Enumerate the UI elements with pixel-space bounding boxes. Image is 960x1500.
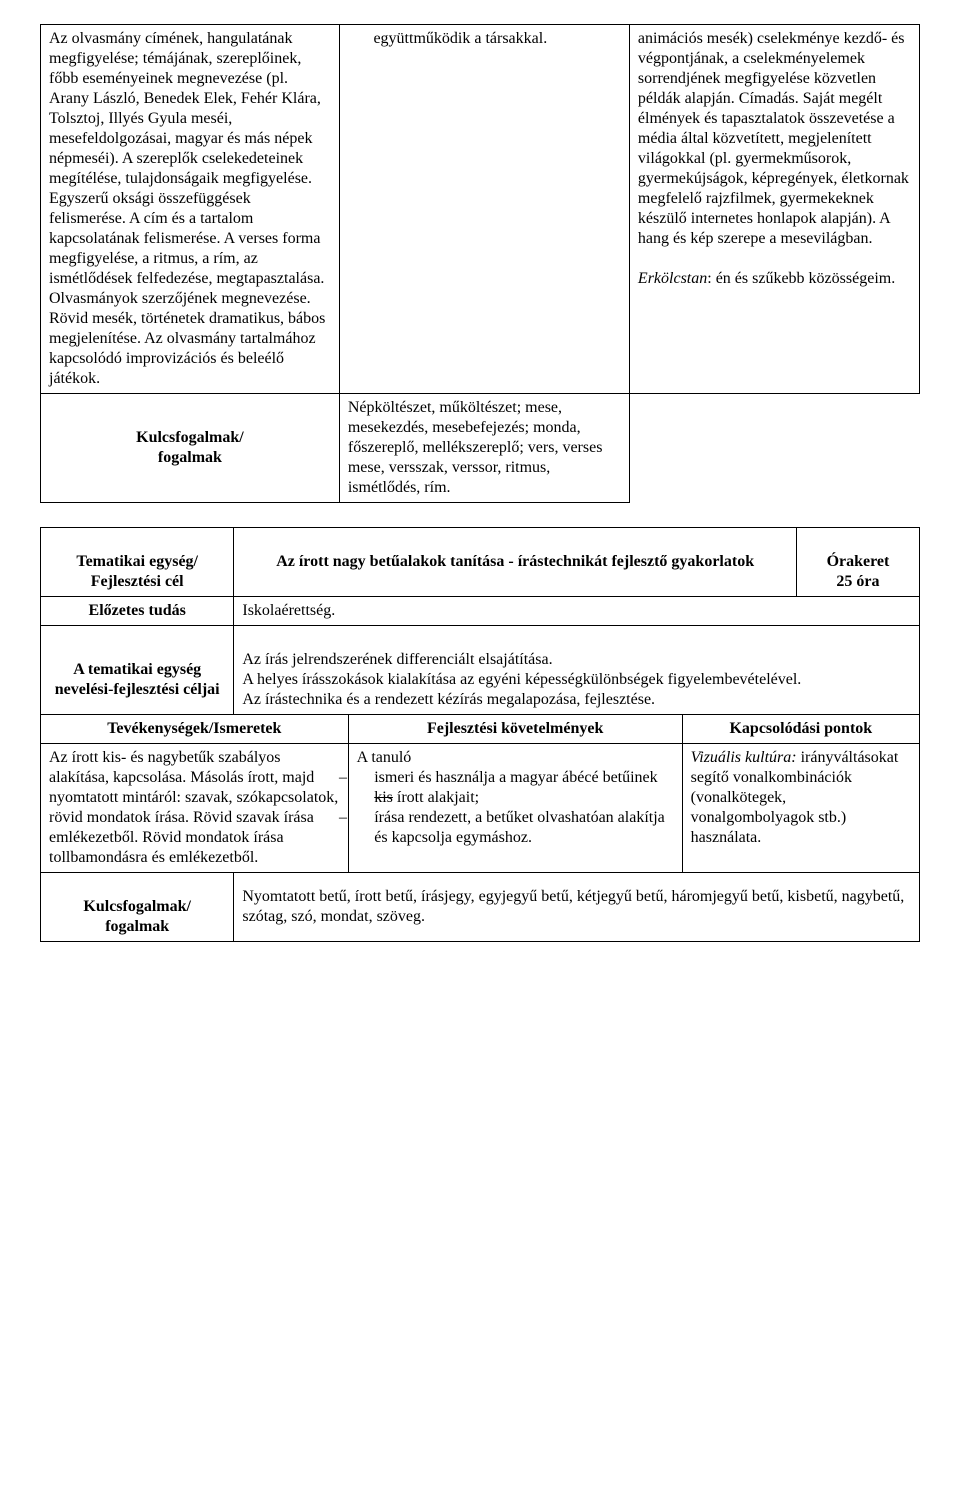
- curriculum-table-2: Tematikai egység/ Fejlesztési cél Az íro…: [40, 527, 920, 715]
- t2-row-c1: Az írott kis- és nagybetűk szabályos ala…: [41, 744, 349, 873]
- t2-col-h1-text: Tevékenységek/Ismeretek: [107, 720, 281, 737]
- curriculum-table-2b: Tevékenységek/Ismeretek Fejlesztési köve…: [40, 714, 920, 873]
- t2-col-h2-text: Fejlesztési követelmények: [427, 720, 603, 737]
- t2-key-label: Kulcsfogalmak/ fogalmak: [41, 873, 234, 942]
- t2-prior-value: Iskolaérettség.: [234, 597, 920, 626]
- t2-key-value: Nyomtatott betű, írott betű, írásjegy, e…: [234, 873, 920, 942]
- t1-links-italic: Erkölcstan: [638, 270, 707, 287]
- t2-goals-label: A tematikai egység nevelési-fejlesztési …: [41, 626, 234, 715]
- t1-links-rest: : én és szűkebb közösségeim.: [707, 270, 895, 287]
- t2-row-c2-item1b: írott alakjait;: [393, 789, 479, 806]
- t2-row-c2-lead: A tanuló: [357, 749, 412, 766]
- t2-goals-value-text: Az írás jelrendszerének differenciált el…: [242, 651, 801, 708]
- t2-row-c2-list: ismeri és használja a magyar ábécé betűi…: [357, 768, 674, 848]
- t2-prior-label: Előzetes tudás: [41, 597, 234, 626]
- t1-links-text-a: animációs mesék) cselekménye kezdő- és v…: [638, 30, 909, 247]
- t2-row-c3-italic: Vizuális kultúra:: [691, 749, 797, 766]
- curriculum-table-2c: Kulcsfogalmak/ fogalmak Nyomtatott betű,…: [40, 872, 920, 942]
- t2-hdr-mid: Az írott nagy betűalakok tanítása - írás…: [234, 528, 797, 597]
- t2-row-c2-item1-strike: kis: [374, 789, 393, 806]
- t2-col-h3: Kapcsolódási pontok: [682, 715, 919, 744]
- t2-prior-label-text: Előzetes tudás: [89, 602, 186, 619]
- curriculum-table-1: Az olvasmány címének, hangulatának megfi…: [40, 24, 920, 503]
- t1-key-value: Népköltészet, műköltészet; mese, mesekez…: [348, 399, 603, 496]
- t2-col-h1: Tevékenységek/Ismeretek: [41, 715, 349, 744]
- t2-row-c2-item2: írása rendezett, a betűket olvashatóan a…: [374, 808, 673, 848]
- t2-col-h2: Fejlesztési követelmények: [348, 715, 682, 744]
- t2-row-c2-item1: ismeri és használja a magyar ábécé betűi…: [374, 768, 673, 808]
- t1-key-value-cell: Népköltészet, műköltészet; mese, mesekez…: [339, 394, 629, 503]
- t2-row-c2-item2-text: írása rendezett, a betűket olvashatóan a…: [374, 809, 665, 846]
- t1-requirements-text: együttműködik a társakkal.: [373, 30, 547, 47]
- t2-goals-value: Az írás jelrendszerének differenciált el…: [234, 626, 920, 715]
- t1-key-label-cell: Kulcsfogalmak/ fogalmak: [41, 394, 340, 503]
- t2-hdr-left-text: Tematikai egység/ Fejlesztési cél: [76, 553, 198, 590]
- t2-row-c1-text: Az írott kis- és nagybetűk szabályos ala…: [49, 749, 338, 866]
- t2-col-h3-text: Kapcsolódási pontok: [729, 720, 872, 737]
- t1-activities-text: Az olvasmány címének, hangulatának megfi…: [49, 30, 325, 387]
- t1-key-label: Kulcsfogalmak/ fogalmak: [136, 429, 244, 466]
- t1-requirements-cell: együttműködik a társakkal.: [339, 25, 629, 394]
- t2-row-c3: Vizuális kultúra: irányváltásokat segítő…: [682, 744, 919, 873]
- t2-hdr-right: Órakeret 25 óra: [796, 528, 919, 597]
- t2-key-label-text: Kulcsfogalmak/ fogalmak: [83, 898, 191, 935]
- t2-key-value-text: Nyomtatott betű, írott betű, írásjegy, e…: [242, 888, 904, 925]
- t2-row-c2-item1a: ismeri és használja a magyar ábécé betűi…: [374, 769, 657, 786]
- t2-goals-label-text: A tematikai egység nevelési-fejlesztési …: [55, 661, 220, 698]
- t2-hdr-left: Tematikai egység/ Fejlesztési cél: [41, 528, 234, 597]
- t2-hdr-mid-text: Az írott nagy betűalakok tanítása - írás…: [276, 553, 754, 570]
- t1-links-cell: animációs mesék) cselekménye kezdő- és v…: [629, 25, 919, 394]
- t1-activities-cell: Az olvasmány címének, hangulatának megfi…: [41, 25, 340, 394]
- t2-hdr-right-text: Órakeret 25 óra: [827, 553, 890, 590]
- t2-row-c2: A tanuló ismeri és használja a magyar áb…: [348, 744, 682, 873]
- t2-prior-value-text: Iskolaérettség.: [242, 602, 335, 619]
